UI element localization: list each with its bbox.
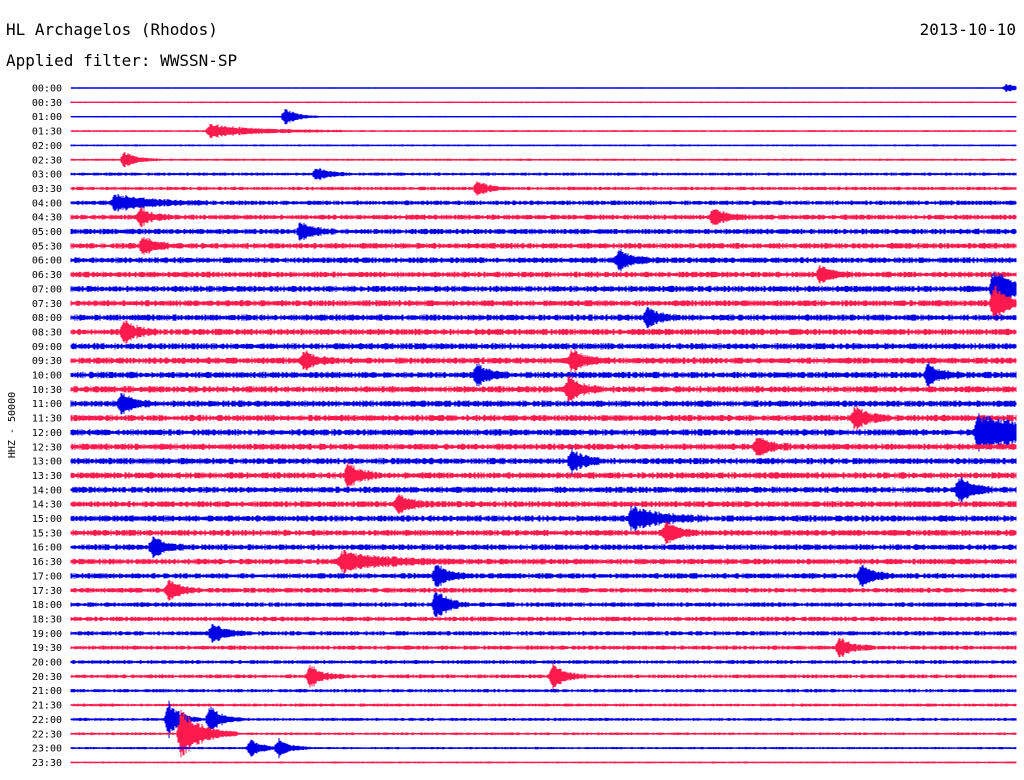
row-time-label: 11:30 bbox=[32, 414, 62, 425]
row-time-label: 08:00 bbox=[32, 313, 62, 324]
row-time-label: 07:30 bbox=[32, 299, 62, 310]
row-time-label: 16:00 bbox=[32, 543, 62, 554]
row-time-label: 20:00 bbox=[32, 658, 62, 669]
row-time-label: 23:00 bbox=[32, 744, 62, 755]
row-time-label: 09:00 bbox=[32, 342, 62, 353]
row-time-label: 02:00 bbox=[32, 141, 62, 152]
row-time-label: 16:30 bbox=[32, 557, 62, 568]
row-time-label: 02:30 bbox=[32, 155, 62, 166]
row-time-label: 14:30 bbox=[32, 500, 62, 511]
row-time-label: 15:30 bbox=[32, 528, 62, 539]
row-time-label: 18:30 bbox=[32, 614, 62, 625]
filter-prefix: Applied filter: bbox=[6, 51, 161, 70]
row-time-label: 01:00 bbox=[32, 112, 62, 123]
row-time-label: 20:30 bbox=[32, 672, 62, 683]
trace-group bbox=[70, 84, 1017, 764]
row-time-label: 03:00 bbox=[32, 170, 62, 181]
row-time-label: 12:00 bbox=[32, 428, 62, 439]
row-time-label: 01:30 bbox=[32, 127, 62, 138]
row-label-group: 00:00 00:30 01:00 01:30 02:00 02:30 03:00 03:30… bbox=[32, 84, 62, 769]
row-time-label: 14:00 bbox=[32, 485, 62, 496]
row-time-label: 09:30 bbox=[32, 356, 62, 367]
row-time-label: 07:00 bbox=[32, 284, 62, 295]
row-time-label: 22:00 bbox=[32, 715, 62, 726]
row-time-label: 03:30 bbox=[32, 184, 62, 195]
channel-axis-label: HHZ - 50000 bbox=[7, 392, 18, 458]
row-time-label: 23:30 bbox=[32, 758, 62, 769]
row-time-label: 05:30 bbox=[32, 241, 62, 252]
row-time-label: 06:00 bbox=[32, 256, 62, 267]
row-time-label: 21:00 bbox=[32, 686, 62, 697]
row-time-label: 10:30 bbox=[32, 385, 62, 396]
row-time-label: 18:00 bbox=[32, 600, 62, 611]
row-time-label: 00:30 bbox=[32, 98, 62, 109]
row-time-label: 22:30 bbox=[32, 729, 62, 740]
row-time-label: 19:00 bbox=[32, 629, 62, 640]
row-time-label: 04:30 bbox=[32, 213, 62, 224]
row-time-label: 06:30 bbox=[32, 270, 62, 281]
row-time-label: 21:30 bbox=[32, 701, 62, 712]
row-time-label: 00:00 bbox=[32, 84, 62, 95]
row-time-label: 13:00 bbox=[32, 457, 62, 468]
row-time-label: 13:30 bbox=[32, 471, 62, 482]
row-time-label: 08:30 bbox=[32, 327, 62, 338]
station-title: HL Archagelos (Rhodos) bbox=[6, 20, 218, 39]
row-time-label: 17:30 bbox=[32, 586, 62, 597]
row-time-label: 05:00 bbox=[32, 227, 62, 238]
row-time-label: 19:30 bbox=[32, 643, 62, 654]
filter-name: WWSSN-SP bbox=[160, 51, 238, 70]
row-time-label: 17:00 bbox=[32, 571, 62, 582]
filter-line: Applied filter: WWSSN-SP bbox=[6, 52, 237, 70]
row-time-label: 10:00 bbox=[32, 371, 62, 382]
row-time-label: 04:00 bbox=[32, 198, 62, 209]
row-time-label: 12:30 bbox=[32, 442, 62, 453]
row-time-label: 15:00 bbox=[32, 514, 62, 525]
row-time-label: 11:00 bbox=[32, 399, 62, 410]
record-date: 2013-10-10 bbox=[919, 20, 1016, 39]
